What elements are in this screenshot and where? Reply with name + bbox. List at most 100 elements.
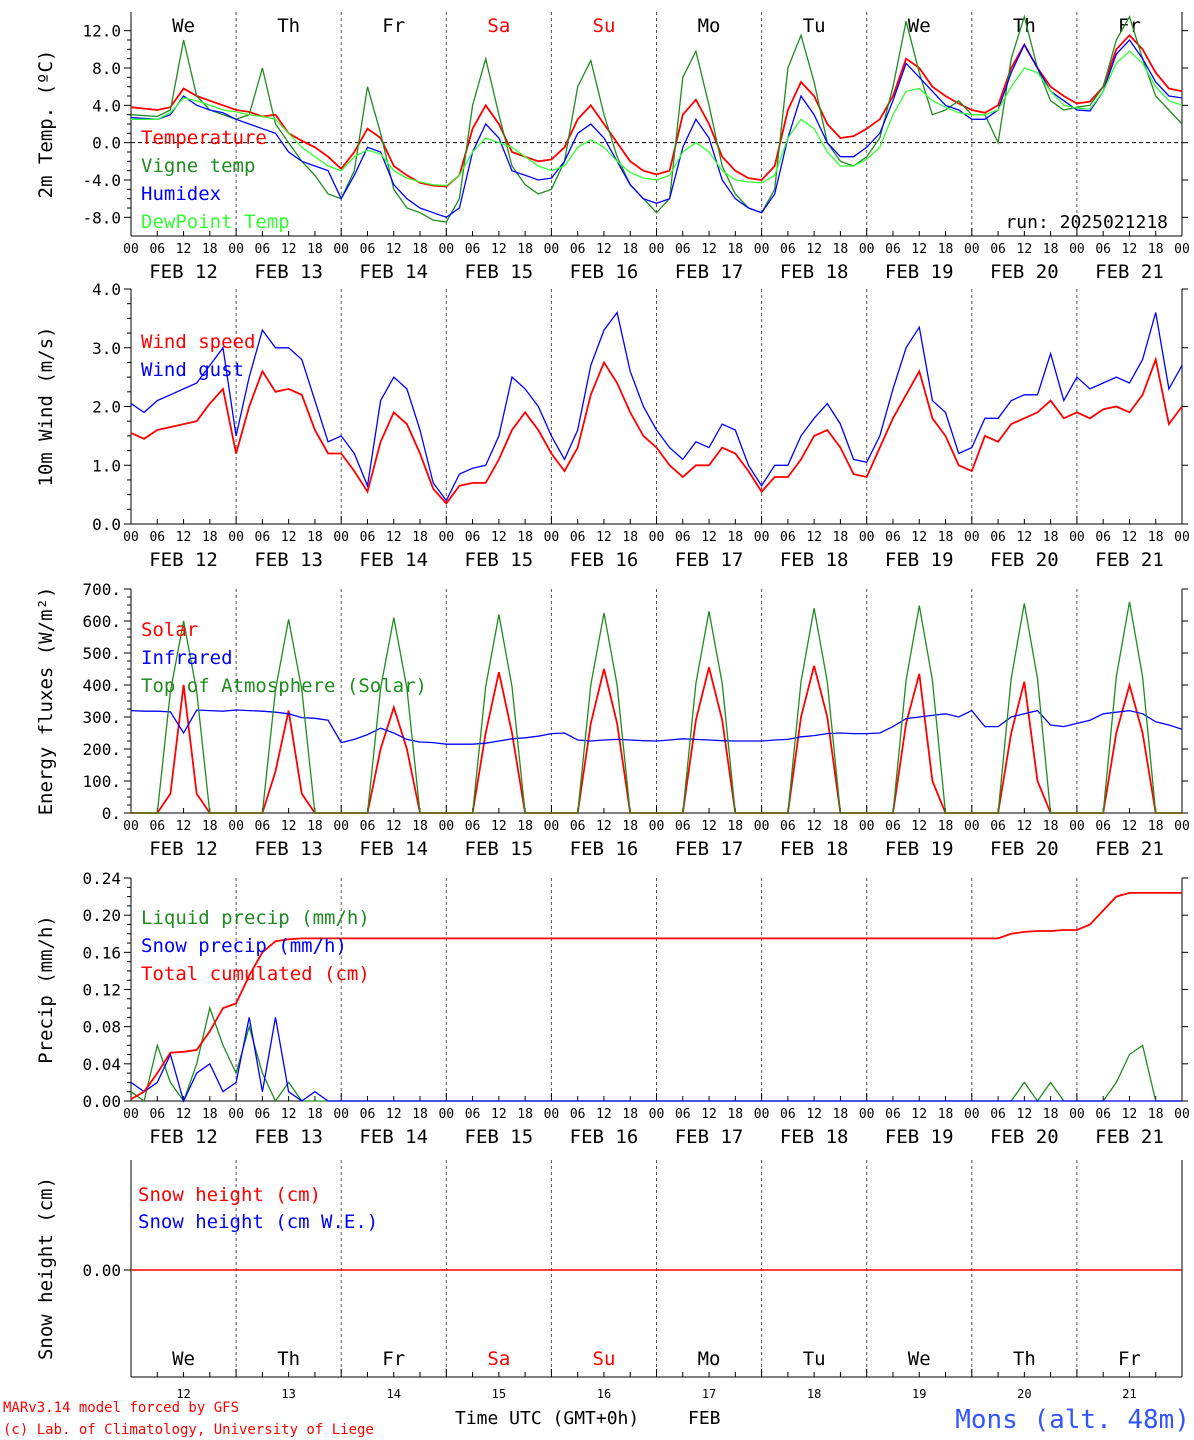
precip-date-label: FEB 15: [465, 1126, 534, 1148]
wind-hour-label: 12: [596, 530, 612, 545]
precip-hour-label: 18: [622, 1107, 638, 1122]
day-name-bottom: Tu: [803, 1348, 826, 1370]
chart-panels: 00 06 12 18 00 06 12 18 00 06 12 18 00 06 12 18 00 06 12 18…: [35, 12, 1190, 1401]
temperature-y-tick-label: 4.0: [92, 96, 121, 115]
precip-hour-label: 18: [727, 1107, 743, 1122]
energy-date-label: FEB 19: [885, 838, 954, 860]
precip-hour-label: 18: [202, 1107, 218, 1122]
energy-date-label: FEB 20: [990, 838, 1059, 860]
wind-y-tick-label: 0.0: [92, 515, 121, 534]
precip-y-tick-label: 0.12: [82, 981, 121, 1000]
temperature-hour-label: 00: [649, 242, 665, 257]
precip-y-title: Precip (mm/h): [35, 915, 57, 1064]
day-number: 21: [1122, 1387, 1136, 1401]
precip-series-snow-precip-mm-h-: [130, 1017, 1182, 1103]
precip-hour-label: 18: [517, 1107, 533, 1122]
energy-y-tick-label: 300.: [82, 708, 121, 727]
temperature-hour-label: 12: [491, 242, 507, 257]
energy-y-tick-label: 500.: [82, 644, 121, 663]
precip-y-tick-label: 0.24: [82, 869, 121, 888]
temperature-hour-label: 00: [438, 242, 454, 257]
precip-series-total-cumulated-cm-: [130, 892, 1182, 1100]
temperature-hour-label: 12: [701, 242, 717, 257]
day-name-top: Su: [593, 15, 616, 37]
temperature-legend-entry: Temperature: [141, 127, 267, 149]
precip-hour-label: 12: [386, 1107, 402, 1122]
energy-hour-label: 06: [990, 819, 1006, 834]
precip-y-tick-label: 0.08: [82, 1018, 121, 1037]
precip-date-label: FEB 12: [149, 1126, 218, 1148]
precip-hour-label: 18: [833, 1107, 849, 1122]
temperature-hour-label: 00: [123, 242, 139, 257]
precip-hour-label: 18: [307, 1107, 323, 1122]
day-name-top: Th: [1013, 15, 1036, 37]
precip-y-tick-label: 0.04: [82, 1055, 121, 1074]
temperature-hour-label: 18: [412, 242, 428, 257]
energy-hour-label: 18: [202, 819, 218, 834]
temperature-y-title: 2m Temp. (ºC): [35, 50, 57, 199]
wind-hour-label: 06: [990, 530, 1006, 545]
wind-hour-label: 06: [780, 530, 796, 545]
day-number: 14: [387, 1387, 401, 1401]
wind-hour-label: 18: [1043, 530, 1059, 545]
energy-hour-label: 18: [307, 819, 323, 834]
day-name-top: We: [908, 15, 931, 37]
snow-legend-entry: Snow height (cm): [138, 1184, 321, 1206]
wind-hour-label: 00: [1174, 530, 1190, 545]
wind-hour-label: 00: [544, 530, 560, 545]
precip-date-label: FEB 13: [254, 1126, 323, 1148]
temperature-date-label: FEB 14: [359, 261, 428, 283]
precip-hour-label: 06: [149, 1107, 165, 1122]
temperature-series-vigne-temp: [130, 14, 1183, 223]
energy-date-label: FEB 13: [254, 838, 323, 860]
energy-y-tick-label: 700.: [82, 580, 121, 599]
day-name-bottom: Su: [593, 1348, 616, 1370]
temperature-hour-label: 00: [1174, 242, 1190, 257]
wind-hour-label: 18: [202, 530, 218, 545]
day-name-bottom: We: [908, 1348, 931, 1370]
energy-hour-label: 12: [596, 819, 612, 834]
energy-hour-label: 00: [754, 819, 770, 834]
energy-hour-label: 12: [176, 819, 192, 834]
wind-hour-label: 18: [307, 530, 323, 545]
precip-hour-label: 12: [701, 1107, 717, 1122]
temperature-hour-label: 06: [885, 242, 901, 257]
day-name-top: Th: [277, 15, 300, 37]
wind-hour-label: 00: [123, 530, 139, 545]
energy-hour-label: 00: [859, 819, 875, 834]
station-label: Mons (alt. 48m): [955, 1405, 1190, 1435]
wind-hour-label: 00: [964, 530, 980, 545]
precip-hour-label: 12: [806, 1107, 822, 1122]
precip-hour-label: 12: [1122, 1107, 1138, 1122]
wind-hour-label: 18: [833, 530, 849, 545]
temperature-hour-label: 18: [833, 242, 849, 257]
wind-hour-label: 00: [754, 530, 770, 545]
snow-y-title: Snow height (cm): [35, 1177, 57, 1360]
day-name-bottom: Fr: [382, 1348, 405, 1370]
wind-hour-label: 06: [465, 530, 481, 545]
energy-hour-label: 00: [649, 819, 665, 834]
precip-y-tick-label: 0.00: [82, 1092, 121, 1111]
wind-date-label: FEB 14: [359, 549, 428, 571]
wind-legend-entry: Wind gust: [141, 359, 244, 381]
temperature-hour-label: 06: [255, 242, 271, 257]
energy-hour-label: 06: [360, 819, 376, 834]
precip-hour-label: 00: [649, 1107, 665, 1122]
temperature-legend-entry: DewPoint Temp: [141, 211, 290, 233]
wind-date-label: FEB 21: [1095, 549, 1164, 571]
energy-hour-label: 00: [123, 819, 139, 834]
day-name-top: Fr: [382, 15, 405, 37]
day-number: 15: [492, 1387, 506, 1401]
temperature-hour-label: 18: [1043, 242, 1059, 257]
energy-hour-label: 06: [149, 819, 165, 834]
day-name-top: Sa: [487, 15, 510, 37]
precip-hour-label: 06: [465, 1107, 481, 1122]
temperature-hour-label: 18: [622, 242, 638, 257]
energy-y-tick-label: 100.: [82, 772, 121, 791]
temperature-y-tick-label: 8.0: [92, 59, 121, 78]
temperature-hour-label: 18: [727, 242, 743, 257]
wind-date-label: FEB 13: [254, 549, 323, 571]
precip-hour-label: 00: [859, 1107, 875, 1122]
temperature-date-label: FEB 13: [254, 261, 323, 283]
precip-date-label: FEB 14: [359, 1126, 428, 1148]
